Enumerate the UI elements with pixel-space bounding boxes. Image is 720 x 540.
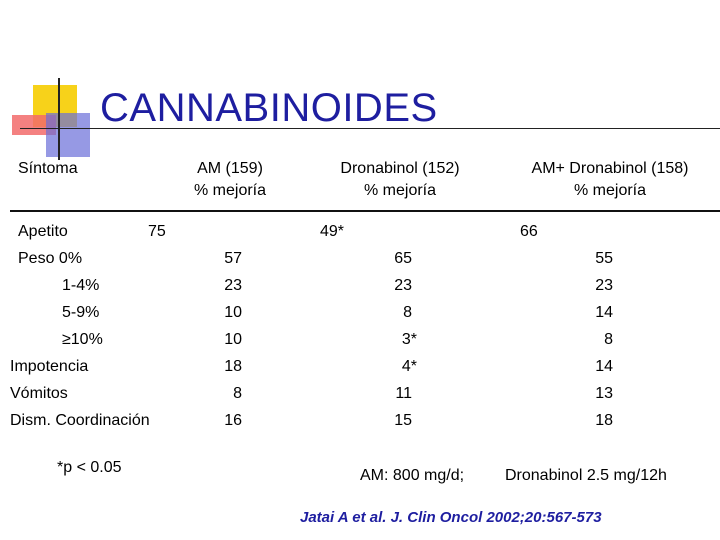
dronabinol-dose-note: Dronabinol 2.5 mg/12h xyxy=(505,467,667,484)
row-value-impotencia-am: 18 xyxy=(224,358,242,375)
slide-title: CANNABINOIDES xyxy=(100,86,438,130)
row-value-vomitos-am: 8 xyxy=(233,385,242,402)
decorative-vertical-line xyxy=(58,78,60,160)
significance-note: *p < 0.05 xyxy=(57,459,122,476)
row-label-impotencia: Impotencia xyxy=(10,358,89,375)
header-rule xyxy=(10,210,720,212)
row-value-peso-am: 57 xyxy=(224,250,242,267)
row-value-vomitos-dronabinol: 11 xyxy=(395,385,412,402)
row-value-apetito-am-dronabinol: 66 xyxy=(520,223,538,240)
header-am-dronabinol-name: AM+ Dronabinol (158) xyxy=(531,160,689,177)
row-value-coordinacion-am-dronabinol: 18 xyxy=(595,412,613,429)
row-label-1-4: 1-4% xyxy=(62,277,100,294)
row-value-5-9-dronabinol: 8 xyxy=(403,304,412,321)
row-label-apetito: Apetito xyxy=(18,223,68,240)
row-value-vomitos-am-dronabinol: 13 xyxy=(595,385,613,402)
header-dronabinol-name: Dronabinol (152) xyxy=(340,160,460,177)
row-value-peso-am-dronabinol: 55 xyxy=(595,250,613,267)
row-label-vomitos: Vómitos xyxy=(10,385,68,402)
title-underline xyxy=(20,128,720,129)
row-value-1-4-am: 23 xyxy=(224,277,242,294)
row-value-apetito-am: 75 xyxy=(148,223,166,240)
header-am-sub: % mejoría xyxy=(193,182,267,199)
row-label-peso: Peso 0% xyxy=(18,250,83,267)
am-dose-note: AM: 800 mg/d; xyxy=(360,467,465,484)
row-value-1-4-am-dronabinol: 23 xyxy=(595,277,613,294)
row-value-10plus-am: 10 xyxy=(224,331,242,348)
header-am-dronabinol-sub: % mejoría xyxy=(573,182,647,199)
row-value-10plus-dronabinol: 3* xyxy=(401,331,417,348)
row-value-10plus-am-dronabinol: 8 xyxy=(604,331,613,348)
row-value-impotencia-am-dronabinol: 14 xyxy=(595,358,613,375)
header-am-dronabinol: AM+ Dronabinol (158) % mejoría xyxy=(510,158,710,202)
header-dronabinol: Dronabinol (152) % mejoría xyxy=(320,158,480,202)
row-value-5-9-am-dronabinol: 14 xyxy=(595,304,613,321)
citation: Jatai A et al. J. Clin Oncol 2002;20:567… xyxy=(300,509,602,526)
row-value-coordinacion-dronabinol: 15 xyxy=(394,412,412,429)
row-value-coordinacion-am: 16 xyxy=(224,412,242,429)
header-am: AM (159) % mejoría xyxy=(170,158,290,202)
row-value-1-4-dronabinol: 23 xyxy=(394,277,412,294)
row-value-5-9-am: 10 xyxy=(224,304,242,321)
row-label-5-9: 5-9% xyxy=(62,304,100,321)
header-sintoma: Síntoma xyxy=(18,160,78,177)
header-am-name: AM (159) xyxy=(197,160,263,177)
row-label-10plus: ≥10% xyxy=(62,331,103,348)
row-value-peso-dronabinol: 65 xyxy=(394,250,412,267)
decorative-blue-square xyxy=(46,113,90,157)
decorative-red-bar xyxy=(12,115,56,135)
row-label-coordinacion: Dism. Coordinación xyxy=(10,412,150,429)
row-value-impotencia-dronabinol: 4* xyxy=(401,358,417,375)
header-dronabinol-sub: % mejoría xyxy=(363,182,437,199)
row-value-apetito-dronabinol: 49* xyxy=(320,223,345,240)
